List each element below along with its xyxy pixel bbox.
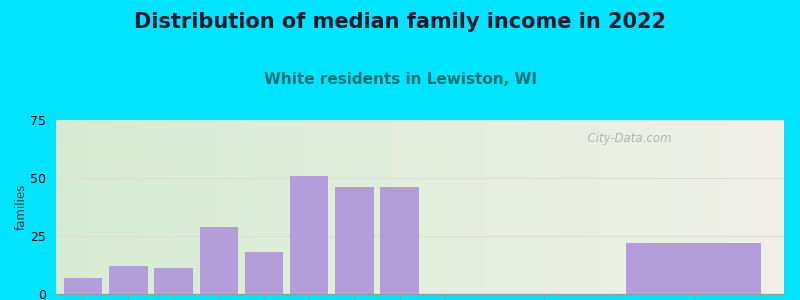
Text: City-Data.com: City-Data.com bbox=[580, 132, 672, 145]
Text: White residents in Lewiston, WI: White residents in Lewiston, WI bbox=[263, 72, 537, 87]
Y-axis label: families: families bbox=[14, 184, 27, 230]
Bar bbox=[381, 187, 419, 294]
Bar bbox=[64, 278, 102, 294]
Bar bbox=[290, 176, 329, 294]
Bar bbox=[154, 268, 193, 294]
Bar bbox=[199, 227, 238, 294]
Bar bbox=[335, 187, 374, 294]
Bar bbox=[626, 243, 762, 294]
Text: Distribution of median family income in 2022: Distribution of median family income in … bbox=[134, 12, 666, 32]
Bar bbox=[245, 252, 283, 294]
Bar bbox=[109, 266, 147, 294]
